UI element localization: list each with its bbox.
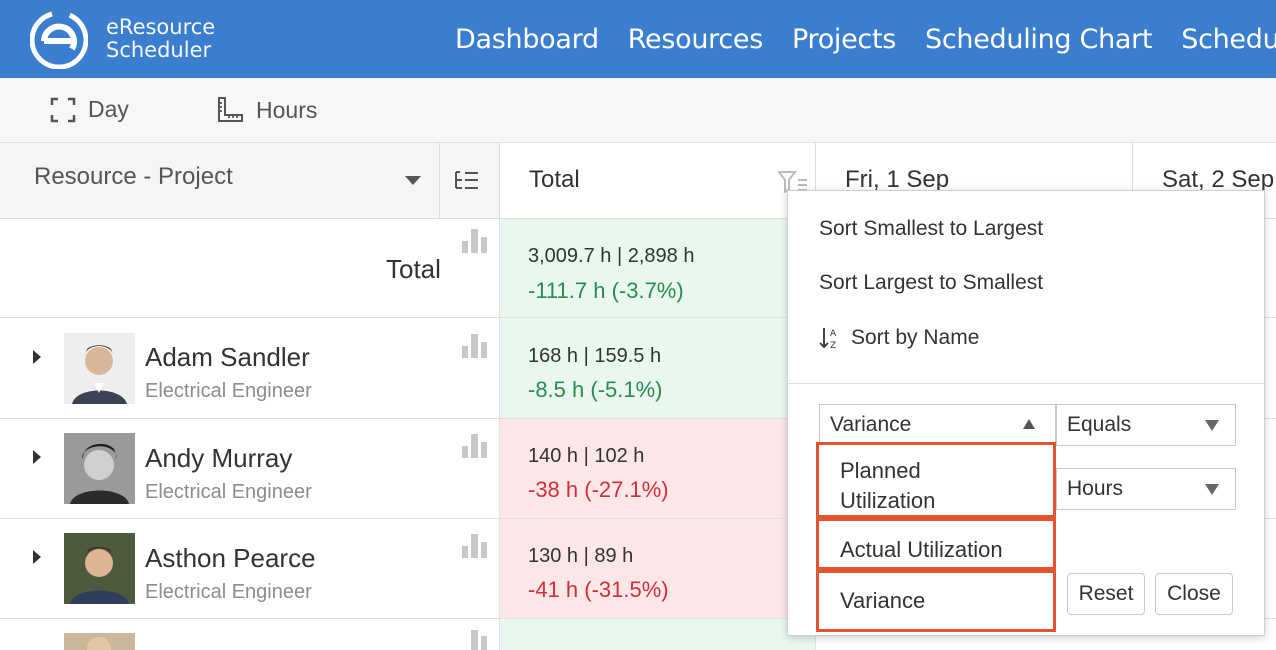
close-button[interactable]: Close [1155, 573, 1233, 615]
sort-ascending-label: Sort Smallest to Largest [819, 217, 1044, 240]
sort-by-name-option[interactable]: A Z Sort by Name [819, 326, 979, 350]
resource-name-cell: Andy Murray Electrical Engineer [0, 419, 500, 518]
total-row-label: Total [386, 254, 441, 284]
nav-scheduling-chart[interactable]: Scheduling Chart [925, 24, 1153, 55]
resource-project-header-label: Resource - Project [34, 163, 233, 190]
ruler-icon [218, 97, 243, 122]
brand-line-1: eResource [106, 15, 216, 39]
brand-name: eResource Scheduler [106, 16, 215, 62]
day-2-label: Sat, 2 Sep [1162, 166, 1275, 193]
filter-unit-select[interactable]: Hours [1056, 468, 1236, 510]
sort-descending-label: Sort Largest to Smallest [819, 271, 1044, 294]
sort-descending-option[interactable]: Sort Largest to Smallest [819, 271, 1043, 295]
resource-hours: 130 h | 89 h [528, 545, 634, 567]
resource-hours: 168 h | 159.5 h [528, 345, 662, 367]
resource-name-cell [0, 619, 500, 650]
nav-dashboard[interactable]: Dashboard [455, 24, 599, 55]
resource-row[interactable] [0, 619, 1276, 650]
resource-row[interactable]: Asthon Pearce Electrical Engineer 130 h … [0, 519, 1276, 619]
option-variance[interactable]: Variance [816, 570, 1056, 632]
filter-field-dropdown-list: Planned Utilization Actual Utilization V… [816, 442, 1056, 634]
resource-row[interactable]: Andy Murray Electrical Engineer 140 h | … [0, 419, 1276, 519]
top-nav-bar: eResource Scheduler Dashboard Resources … [0, 0, 1276, 78]
avatar [64, 333, 135, 404]
chevron-down-icon [1205, 420, 1219, 431]
expand-arrow-icon[interactable] [33, 450, 41, 464]
expand-icon [50, 97, 76, 122]
resource-role: Electrical Engineer [145, 481, 312, 503]
avatar [64, 533, 135, 604]
resource-total-cell: 130 h | 89 h -41 h (-31.5%) [500, 519, 816, 618]
svg-text:Z: Z [830, 341, 836, 350]
option-label: Planned Utilization [840, 458, 936, 513]
bar-chart-icon[interactable] [462, 432, 488, 458]
nav-schedule-list[interactable]: Schedule L [1181, 24, 1276, 55]
filter-field-select[interactable]: Variance [819, 404, 1056, 446]
chevron-down-icon[interactable] [405, 176, 421, 185]
bar-chart-icon[interactable] [462, 332, 488, 358]
resource-variance: -41 h (-31.5%) [528, 577, 669, 602]
option-label: Variance [840, 588, 926, 613]
resource-variance: -8.5 h (-5.1%) [528, 377, 663, 402]
bar-chart-icon[interactable] [462, 630, 488, 650]
tree-view-icon[interactable] [454, 170, 480, 192]
svg-text:A: A [830, 329, 837, 339]
resource-name[interactable]: Andy Murray [145, 443, 293, 473]
hours-unit-label: Hours [256, 96, 318, 123]
hours-unit-button[interactable]: Hours [216, 96, 317, 124]
total-row-name-cell: Total [0, 219, 500, 317]
bar-chart-icon[interactable] [462, 227, 488, 253]
filter-unit-value: Hours [1067, 477, 1124, 500]
total-header-label: Total [529, 166, 580, 193]
option-actual-utilization[interactable]: Actual Utilization [816, 518, 1056, 570]
resource-name-cell: Asthon Pearce Electrical Engineer [0, 519, 500, 618]
resource-name[interactable]: Asthon Pearce [145, 543, 316, 573]
nav-projects[interactable]: Projects [791, 24, 897, 55]
resource-role: Electrical Engineer [145, 581, 312, 603]
filter-field-value: Variance [830, 413, 912, 436]
expand-arrow-icon[interactable] [33, 550, 41, 564]
sort-alpha-icon: A Z [819, 328, 837, 350]
resource-name[interactable]: Adam Sandler [145, 342, 310, 372]
brand-line-2: Scheduler [106, 38, 212, 62]
resource-total-cell: 168 h | 159.5 h -8.5 h (-5.1%) [500, 318, 816, 418]
sort-ascending-option[interactable]: Sort Smallest to Largest [819, 217, 1043, 241]
expand-arrow-icon[interactable] [33, 350, 41, 364]
resource-total-cell: 140 h | 102 h -38 h (-27.1%) [500, 419, 816, 518]
tree-toggle-header[interactable] [440, 143, 500, 219]
filter-operator-select[interactable]: Equals [1056, 404, 1236, 446]
total-column-header[interactable]: Total [500, 143, 816, 219]
day-view-label: Day [88, 96, 129, 122]
app-logo-icon[interactable] [30, 11, 88, 69]
resource-project-column-header[interactable]: Resource - Project [0, 143, 440, 219]
day-1-label: Fri, 1 Sep [845, 166, 950, 193]
total-row: Total 3,009.7 h | 2,898 h -111.7 h (-3.7… [0, 219, 1276, 318]
day-view-button[interactable]: Day [50, 96, 129, 123]
sort-by-name-label: Sort by Name [851, 326, 980, 349]
option-planned-utilization[interactable]: Planned Utilization [816, 442, 1056, 518]
reset-button[interactable]: Reset [1067, 573, 1145, 615]
resource-variance: -38 h (-27.1%) [528, 477, 669, 502]
resource-role: Electrical Engineer [145, 380, 312, 402]
nav-resources[interactable]: Resources [627, 24, 763, 55]
chevron-down-icon [1205, 484, 1219, 495]
resource-total-cell [500, 619, 816, 650]
resource-hours: 140 h | 102 h [528, 445, 645, 467]
filter-operator-value: Equals [1067, 413, 1132, 436]
chevron-up-icon [1023, 419, 1035, 429]
main-nav: Dashboard Resources Projects Scheduling … [455, 24, 1276, 55]
option-label: Actual Utilization [840, 537, 1003, 562]
total-row-variance: -111.7 h (-3.7%) [528, 278, 684, 303]
total-row-total-cell: 3,009.7 h | 2,898 h -111.7 h (-3.7%) [500, 219, 816, 317]
resource-row[interactable]: Adam Sandler Electrical Engineer 168 h |… [0, 318, 1276, 419]
total-row-hours: 3,009.7 h | 2,898 h [528, 245, 695, 267]
resource-name-cell: Adam Sandler Electrical Engineer [0, 318, 500, 418]
avatar [64, 433, 135, 504]
popup-divider [788, 383, 1264, 384]
bar-chart-icon[interactable] [462, 532, 488, 558]
avatar [64, 633, 135, 650]
view-toolbar: Day Hours [0, 78, 1276, 143]
